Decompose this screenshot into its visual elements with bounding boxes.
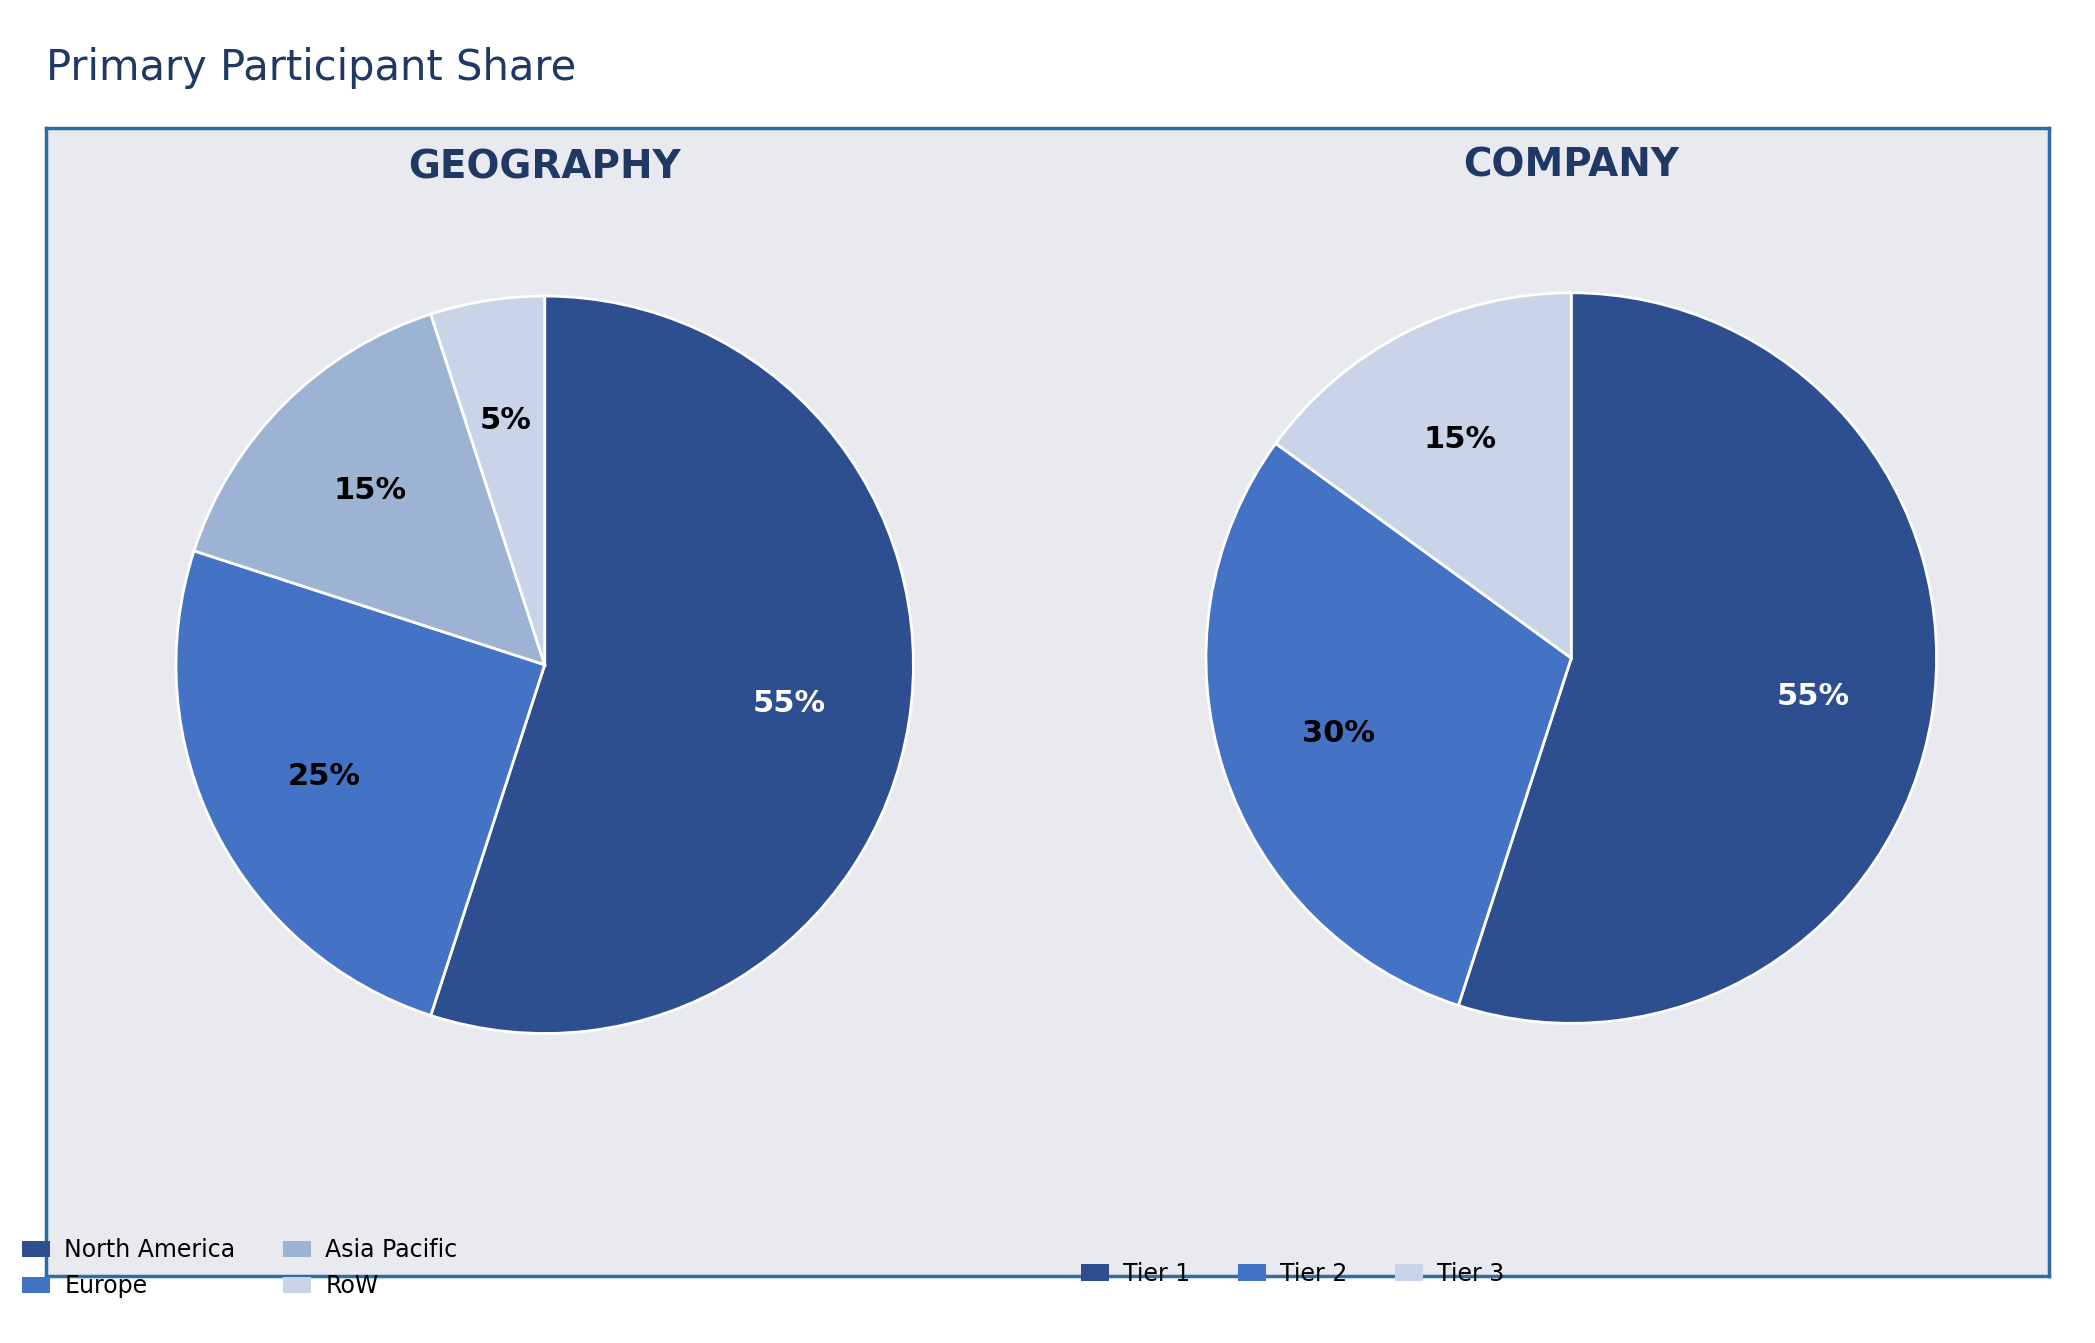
Legend: Tier 1, Tier 2, Tier 3: Tier 1, Tier 2, Tier 3 xyxy=(1081,1261,1504,1285)
Wedge shape xyxy=(176,551,545,1015)
Text: 55%: 55% xyxy=(1777,682,1850,710)
Text: Primary Participant Share: Primary Participant Share xyxy=(46,47,576,89)
Text: 25%: 25% xyxy=(289,763,360,791)
Title: COMPANY: COMPANY xyxy=(1462,146,1680,184)
Text: 30%: 30% xyxy=(1301,720,1374,748)
Text: 15%: 15% xyxy=(333,475,406,505)
Wedge shape xyxy=(1458,293,1936,1023)
Wedge shape xyxy=(1276,293,1571,658)
Wedge shape xyxy=(1207,443,1571,1006)
Wedge shape xyxy=(195,314,545,665)
Wedge shape xyxy=(432,295,913,1034)
Title: GEOGRAPHY: GEOGRAPHY xyxy=(409,149,681,187)
Text: 15%: 15% xyxy=(1425,426,1496,454)
Legend: North America, Europe, Asia Pacific, RoW: North America, Europe, Asia Pacific, RoW xyxy=(21,1238,457,1299)
Wedge shape xyxy=(432,295,545,665)
Text: 55%: 55% xyxy=(752,689,825,719)
Text: 5%: 5% xyxy=(480,407,532,435)
